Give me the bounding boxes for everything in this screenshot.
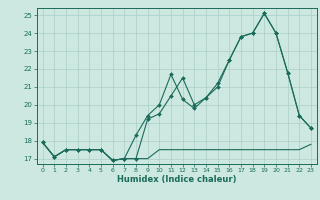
X-axis label: Humidex (Indice chaleur): Humidex (Indice chaleur) xyxy=(117,175,236,184)
